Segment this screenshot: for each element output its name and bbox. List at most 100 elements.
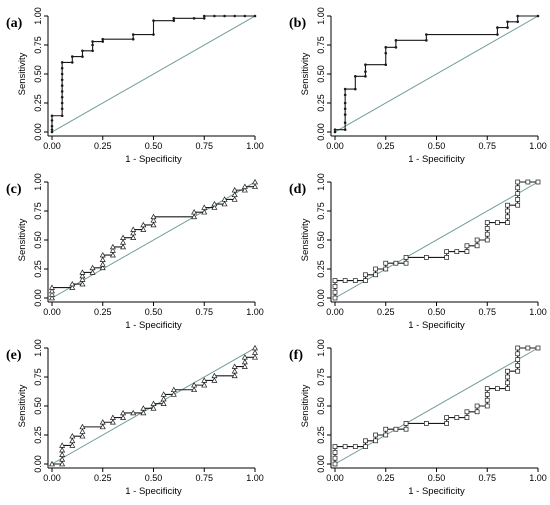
roc-point [172, 19, 176, 22]
roc-point [120, 409, 127, 416]
roc-point [99, 256, 106, 262]
reference-diagonal [51, 15, 256, 133]
roc-point [515, 202, 521, 208]
roc-point [60, 72, 64, 76]
roc-point [91, 49, 94, 53]
roc-point [60, 95, 64, 99]
roc-point [60, 107, 64, 111]
roc-point [354, 87, 357, 91]
roc-point [444, 249, 449, 254]
x-tick-label: 1.00 [529, 307, 547, 317]
roc-point [364, 75, 367, 78]
roc-point [332, 455, 338, 461]
y-tick-label: 0.00 [33, 289, 43, 307]
roc-point [474, 409, 480, 415]
roc-point [109, 243, 116, 250]
x-axis-title: 1 - Specificity [408, 154, 465, 165]
x-tick-label: 0.50 [145, 473, 163, 483]
roc-point [403, 260, 409, 266]
roc-point [81, 49, 84, 53]
roc-point [515, 197, 521, 202]
roc-point [233, 14, 236, 18]
roc-point [484, 392, 490, 397]
roc-point [79, 428, 86, 434]
x-tick-label: 0.00 [43, 473, 61, 483]
roc-point [201, 209, 208, 215]
roc-point [352, 278, 358, 283]
roc-point [343, 87, 347, 91]
roc-point [505, 386, 510, 391]
roc-point [343, 128, 347, 131]
roc-point [109, 247, 116, 253]
roc-point [363, 438, 368, 444]
roc-point [49, 291, 55, 297]
x-tick-label: 0.50 [428, 141, 446, 151]
y-tick-label: 0.75 [33, 36, 43, 54]
roc-point [59, 446, 66, 453]
roc-point [241, 354, 248, 360]
roc-point [394, 39, 398, 42]
roc-point [59, 442, 66, 448]
y-tick-label: 1.00 [316, 7, 326, 25]
roc-curve [334, 15, 538, 132]
roc-point [231, 191, 238, 198]
roc-point [79, 276, 86, 282]
roc-point [506, 20, 509, 24]
roc-point [60, 78, 64, 82]
roc-point [202, 14, 206, 18]
roc-point [484, 397, 490, 403]
roc-point [474, 237, 480, 243]
roc-point [363, 444, 368, 449]
roc-point [150, 405, 157, 411]
roc-point [505, 368, 510, 374]
y-tick-label: 0.25 [33, 260, 43, 278]
roc-point [60, 90, 64, 93]
roc-point [241, 186, 248, 193]
roc-point [69, 442, 76, 448]
roc-point [60, 66, 64, 70]
roc-point [505, 374, 510, 380]
x-tick-label: 1.00 [529, 473, 547, 483]
roc-point [444, 415, 449, 420]
panel-label: (c) [6, 182, 22, 197]
x-tick-label: 0.75 [195, 307, 213, 317]
roc-point [160, 391, 167, 397]
x-tick-label: 1.00 [246, 307, 264, 317]
roc-point [120, 243, 127, 250]
roc-point [152, 33, 155, 36]
roc-point [383, 426, 389, 432]
y-tick-label: 0.50 [33, 231, 43, 249]
x-axis-title: 1 - Specificity [408, 486, 465, 497]
roc-point [495, 220, 500, 225]
roc-point [342, 278, 348, 283]
y-axis-title: Sensitivity [17, 218, 28, 261]
y-tick-label: 0.50 [33, 65, 43, 83]
roc-point [150, 213, 157, 220]
roc-point [59, 456, 66, 462]
roc-point [50, 124, 54, 128]
y-tick-label: 0.50 [33, 397, 43, 415]
roc-point [79, 280, 86, 287]
y-tick-label: 0.25 [316, 426, 326, 444]
roc-point [213, 14, 216, 18]
roc-point [223, 14, 226, 18]
roc-point [49, 284, 55, 290]
x-tick-label: 1.00 [529, 141, 547, 151]
roc-point [211, 377, 218, 383]
roc-point [99, 419, 106, 425]
roc-point [192, 17, 196, 20]
roc-point [120, 239, 127, 245]
roc-point [332, 284, 338, 289]
x-axis-title: 1 - Specificity [125, 320, 182, 331]
roc-point [515, 351, 521, 357]
roc-point [444, 255, 449, 260]
y-tick-label: 0.00 [316, 289, 326, 307]
x-tick-label: 0.75 [478, 307, 496, 317]
roc-point [211, 204, 218, 210]
roc-point [484, 403, 490, 409]
roc-point [333, 128, 337, 131]
roc-point [131, 33, 135, 36]
roc-point [516, 14, 519, 18]
roc-point [343, 121, 347, 125]
